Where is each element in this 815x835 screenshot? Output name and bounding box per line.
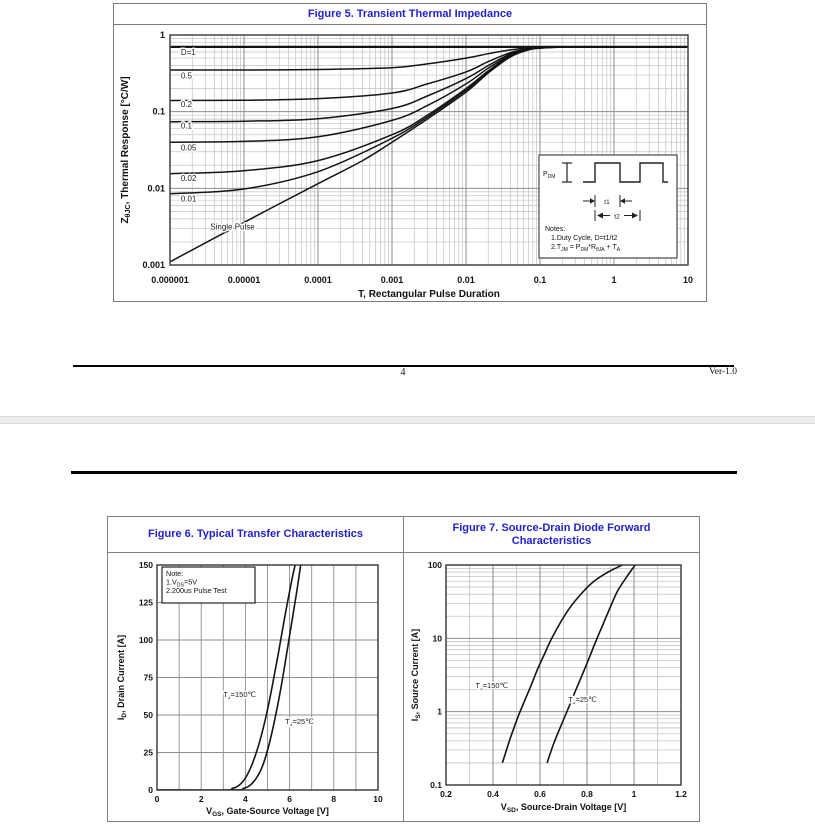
- arrowhead: [620, 198, 625, 204]
- fig5-ytick: 0.1: [152, 107, 165, 117]
- fig7-ytick: 100: [428, 560, 442, 570]
- fig6-note-box: Note:1.VDS=5V2.200us Pulse Test: [161, 566, 256, 604]
- fig7-xtick: 0.8: [581, 789, 593, 799]
- fig7-curve: [501, 565, 623, 764]
- page-separator: [0, 416, 815, 424]
- fig6-yaxis-title: ID, Drain Current [A]: [116, 635, 128, 720]
- fig5-xtick: 0.01: [457, 275, 475, 285]
- fig6-note-line: 1.VDS=5V: [166, 578, 197, 589]
- fig5-xtick: 0.1: [534, 275, 547, 285]
- fig6-ytick: 0: [148, 785, 153, 795]
- fig6-xtick: 0: [155, 794, 160, 804]
- t2-label: t2: [614, 214, 620, 221]
- fig5-curve-label: 0.01: [181, 195, 197, 204]
- fig5-curve-label: 0.02: [181, 174, 197, 183]
- fig7-xtick: 1: [632, 789, 637, 799]
- fig5-yaxis-title: ZθJC, Thermal Response [°C/W]: [120, 76, 132, 223]
- figure6-chart: Note:1.VDS=5V2.200us Pulse Test TJ=150℃ TJ…: [116, 560, 383, 818]
- pulse-waveform: [583, 162, 668, 183]
- figure5-chart: D=1 0.5 0.2 0.1 0.05 0.02 0.01 Single Pulse 1 0.1…: [120, 30, 693, 300]
- fig7-xtick: 0.2: [440, 789, 452, 799]
- figure6-cell: Note: 1.VDS=5V 2.200us Pulse Test TJ=150℃ TJ…: [108, 553, 403, 821]
- fig5-curve-label: 0.2: [181, 100, 193, 109]
- fig6-xtick: 8: [331, 794, 336, 804]
- fig6-xtick: 4: [243, 794, 248, 804]
- fig7-minor-grid: [446, 565, 681, 785]
- fig5-inset-notes-box: PDM t1 t2 Notes: 1.Duty Cycle, D=t1/t2 2.TJM …: [538, 154, 678, 259]
- figure6-7-table: Figure 6. Typical Transfer Characteristi…: [107, 516, 700, 822]
- fig6-curve-label: TJ=150℃: [223, 690, 256, 701]
- inset-note-line: Notes:: [545, 226, 565, 233]
- fig7-xtick: 0.4: [487, 789, 499, 799]
- fig5-xtick: 10: [683, 275, 693, 285]
- fig6-curve: [157, 565, 302, 790]
- arrowhead: [632, 212, 638, 219]
- figure5-title: Figure 5. Transient Thermal Impedance: [114, 4, 706, 25]
- fig7-curve-label: TJ=150℃: [475, 681, 508, 692]
- arrowhead: [597, 212, 603, 219]
- fig7-yaxis-title: IS, Source Current [A]: [410, 629, 422, 721]
- fig6-ytick: 75: [144, 673, 154, 683]
- fig5-xtick: 0.0001: [304, 275, 332, 285]
- fig5-ytick: 0.001: [142, 260, 165, 270]
- figure7-chart: TJ=150℃ TJ=25℃ 0.2 0.4 0.6 0.8 1 1.2 100 10 1 0.1 VS…: [410, 560, 687, 814]
- pdm-label: PDM: [543, 171, 555, 180]
- fig7-xtick: 0.6: [534, 789, 546, 799]
- fig5-xaxis-title: T, Rectangular Pulse Duration: [358, 289, 500, 300]
- fig6-ytick: 100: [139, 635, 153, 645]
- fig6-curves: [157, 565, 302, 790]
- fig6-note-line: Note:: [166, 569, 183, 578]
- fig5-curves: [170, 45, 688, 263]
- t1-label: t1: [604, 199, 610, 206]
- fig7-xtick: 1.2: [675, 789, 687, 799]
- inset-note-line: 1.Duty Cycle, D=t1/t2: [551, 235, 617, 242]
- inset-note-line: 2.TJM = PDM*RθJA + TA: [551, 244, 621, 253]
- fig6-ytick: 125: [139, 598, 153, 608]
- fig5-curve-label: Single Pulse: [210, 223, 255, 232]
- figure6-title: Figure 6. Typical Transfer Characteristi…: [148, 528, 363, 540]
- figure-titles-row: Figure 6. Typical Transfer Characteristi…: [108, 517, 699, 553]
- fig5-xtick: 0.001: [381, 275, 404, 285]
- figure-charts-row: Note: 1.VDS=5V 2.200us Pulse Test TJ=150℃ TJ…: [108, 553, 699, 821]
- fig6-note-line: 2.200us Pulse Test: [166, 586, 227, 595]
- fig5-curve-label: 0.5: [181, 72, 193, 81]
- page1-footer-rule: [73, 365, 734, 367]
- page2-header-rule: [71, 471, 737, 474]
- arrowhead: [590, 198, 595, 204]
- fig6-curve-label: TJ=25℃: [285, 717, 314, 728]
- fig5-xtick: 0.00001: [228, 275, 261, 285]
- fig6-xtick: 2: [199, 794, 204, 804]
- fig5-ytick: 1: [160, 30, 165, 40]
- fig5-curve-label: 0.05: [181, 144, 197, 153]
- fig7-ytick: 10: [433, 633, 443, 643]
- fig5-curve-label: 0.1: [181, 122, 193, 131]
- fig6-ytick: 50: [144, 710, 154, 720]
- fig6-curve: [157, 565, 296, 790]
- version-label: Ver-1.0: [708, 367, 737, 377]
- fig7-curve: [546, 565, 636, 764]
- fig5-xtick: 1: [611, 275, 616, 285]
- fig6-xtick: 6: [287, 794, 292, 804]
- fig6-xtick: 10: [373, 794, 383, 804]
- figure7-title: Figure 7. Source-Drain Diode Forward Cha…: [403, 517, 699, 552]
- fig5-curve-label: D=1: [181, 48, 196, 57]
- fig7-curve-label: TJ=25℃: [568, 695, 597, 706]
- fig6-ytick: 25: [144, 748, 154, 758]
- page-number: 4: [400, 367, 406, 378]
- fig7-ytick: 1: [437, 707, 442, 717]
- fig7-ytick: 0.1: [430, 780, 442, 790]
- figure5-panel: Figure 5. Transient Thermal Impedance D=…: [113, 3, 707, 302]
- figure7-cell: TJ=150℃ TJ=25℃ 0.2 0.4 0.6 0.8 1 1.2 100 10 1 0.1 VS…: [403, 553, 700, 821]
- fig5-ytick: 0.01: [147, 183, 165, 193]
- fig7-xaxis-title: VSD, Source-Drain Voltage [V]: [501, 802, 626, 814]
- fig5-xtick: 0.000001: [151, 275, 189, 285]
- fig6-ytick: 150: [139, 560, 153, 570]
- fig7-curves: [501, 565, 636, 764]
- fig5-curve: [170, 46, 688, 263]
- fig6-xaxis-title: VGS, Gate-Source Voltage [V]: [206, 806, 329, 818]
